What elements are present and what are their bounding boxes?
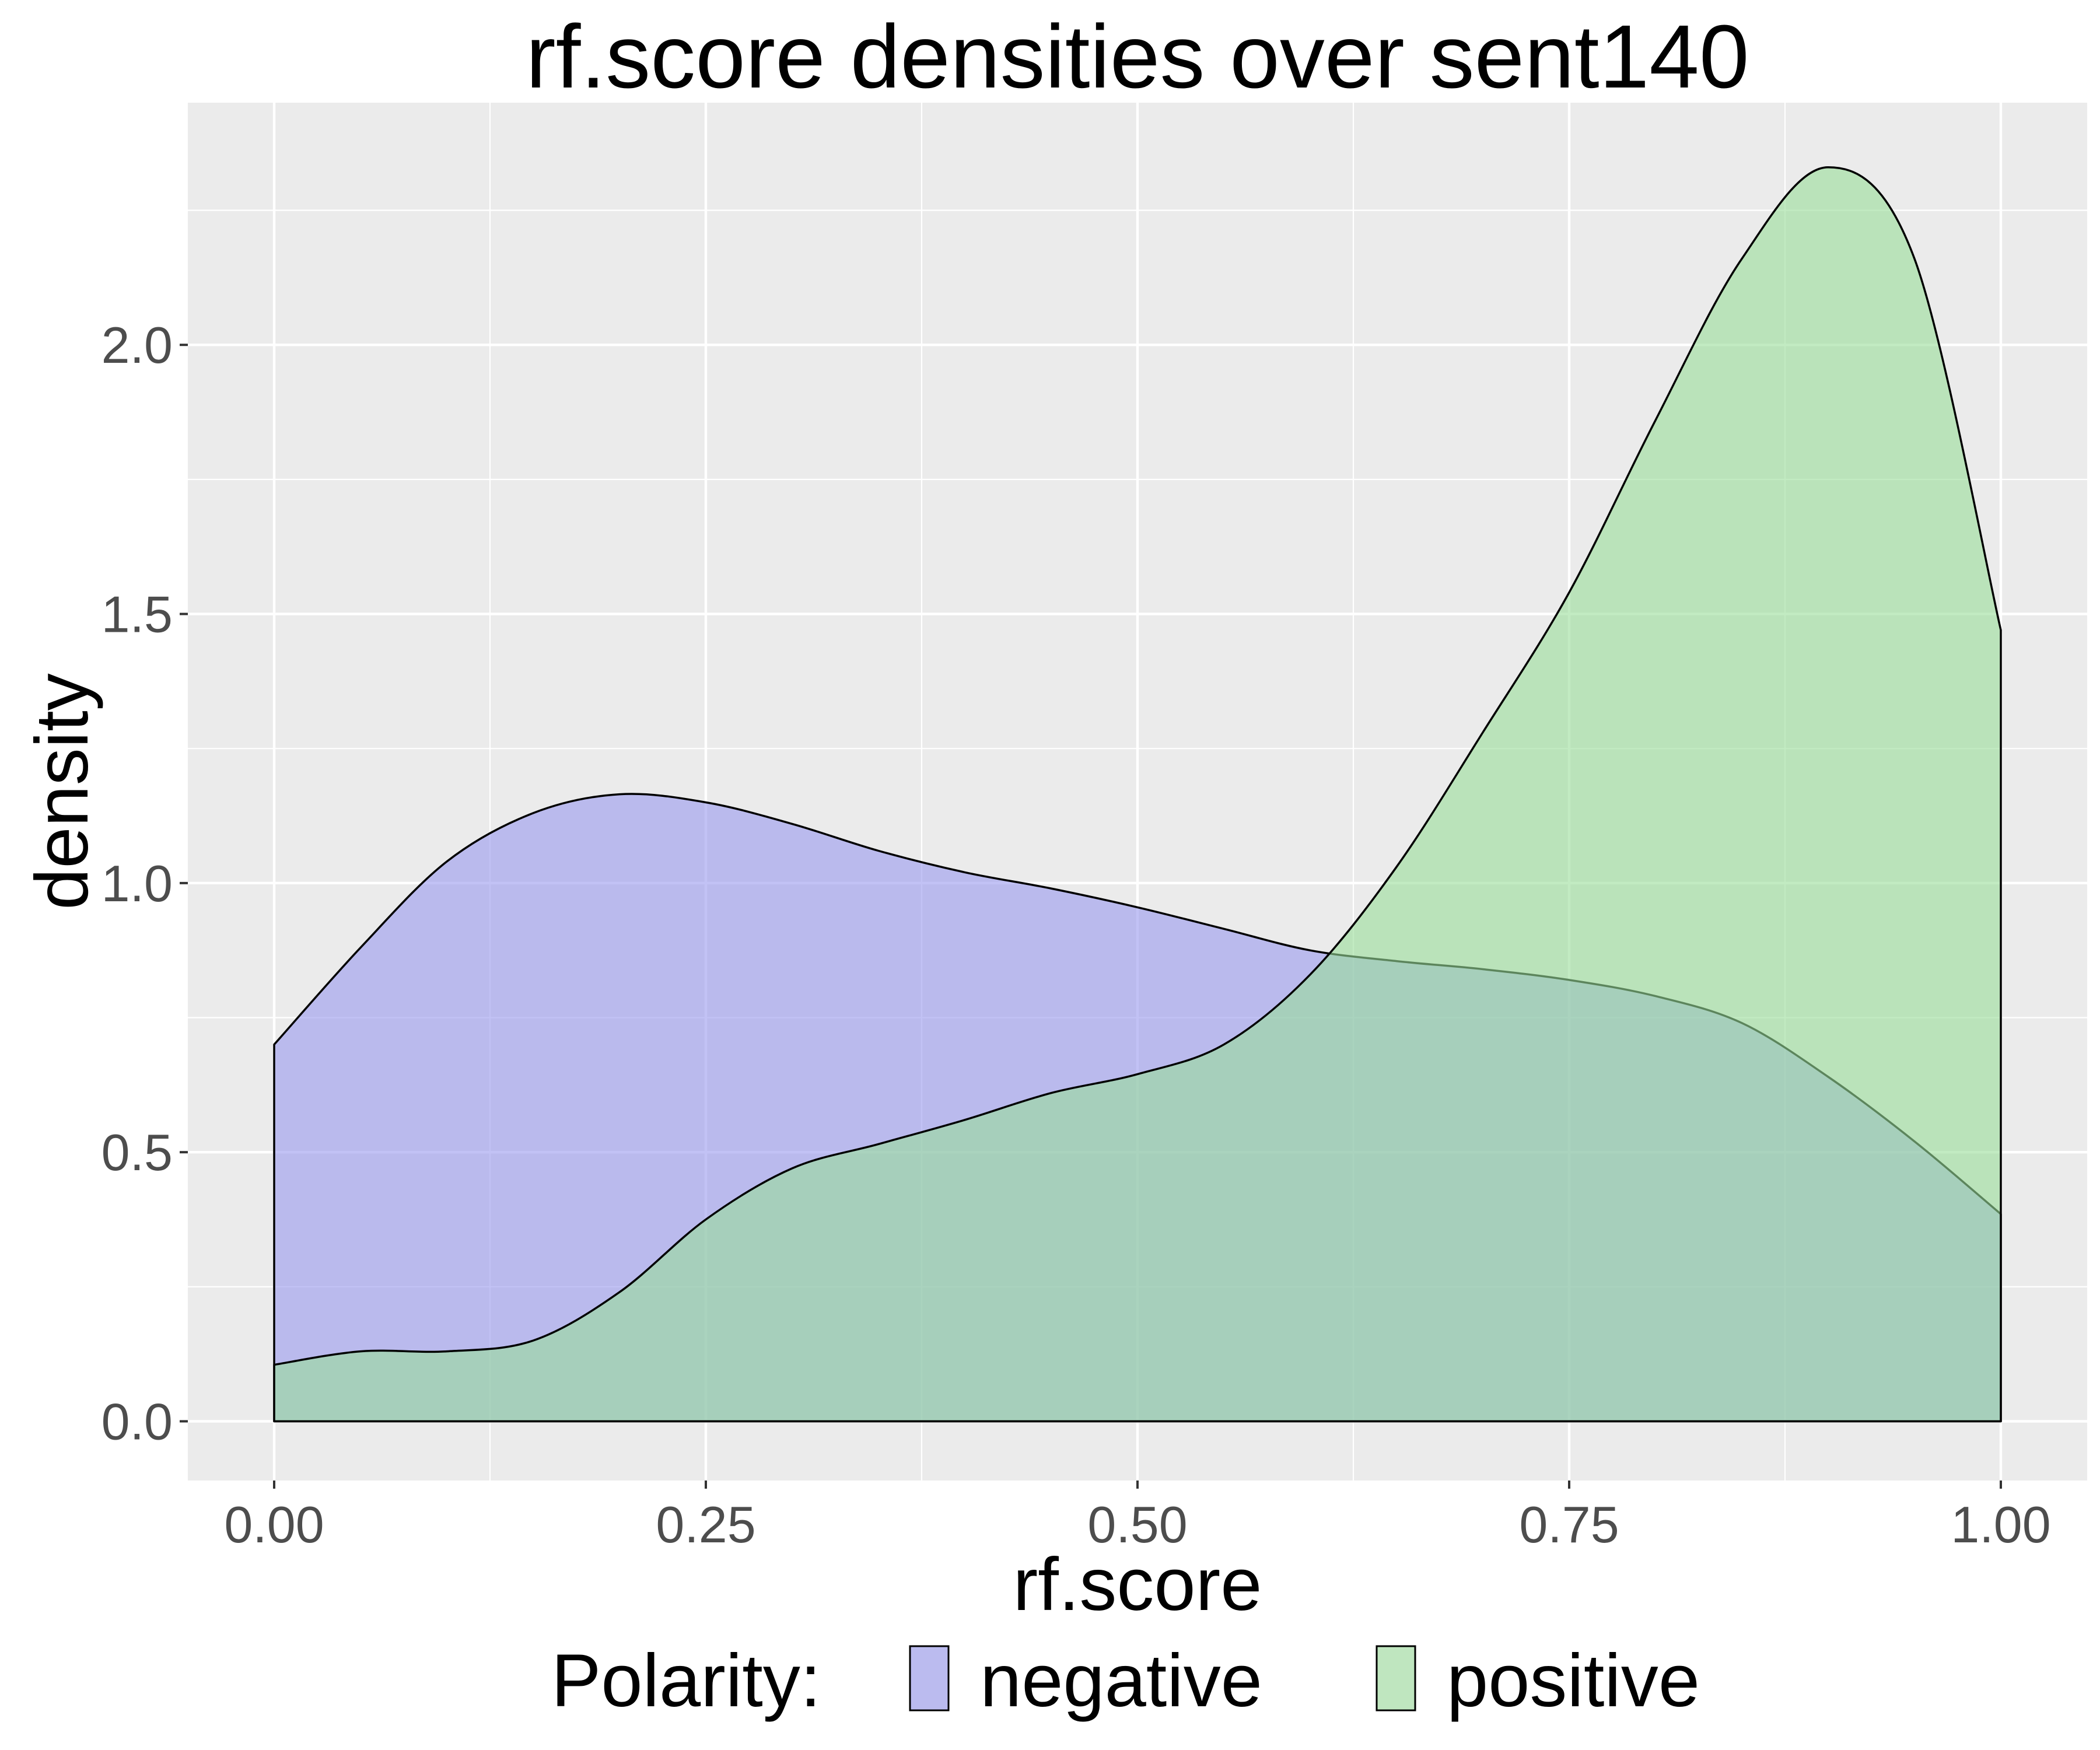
legend-title: Polarity: bbox=[551, 1639, 821, 1723]
x-tick-label: 0.25 bbox=[656, 1496, 755, 1553]
y-tick-label: 0.5 bbox=[102, 1124, 173, 1181]
legend-label-negative: negative bbox=[980, 1639, 1262, 1723]
x-tick-label: 0.50 bbox=[1087, 1496, 1187, 1553]
y-tick-label: 2.0 bbox=[102, 316, 173, 374]
x-tick-label: 0.75 bbox=[1519, 1496, 1619, 1553]
chart-title: rf.score densities over sent140 bbox=[526, 6, 1749, 107]
y-axis-title: density bbox=[20, 673, 104, 910]
x-axis-title: rf.score bbox=[1013, 1543, 1262, 1626]
density-area-positive bbox=[273, 166, 2002, 1423]
density-areas bbox=[273, 166, 2002, 1423]
y-axis-ticks: 0.0 0.5 1.0 1.5 2.0 bbox=[102, 316, 188, 1451]
x-tick-label: 0.00 bbox=[224, 1496, 324, 1553]
legend-label-positive: positive bbox=[1447, 1639, 1700, 1723]
x-tick-label: 1.00 bbox=[1951, 1496, 2050, 1553]
legend: Polarity: negative positive bbox=[551, 1639, 1700, 1723]
y-tick-label: 1.0 bbox=[102, 855, 173, 912]
legend-swatch-positive bbox=[1376, 1645, 1416, 1712]
y-tick-label: 0.0 bbox=[102, 1393, 173, 1451]
legend-swatch-negative bbox=[909, 1645, 950, 1712]
x-axis-ticks: 0.00 0.25 0.50 0.75 1.00 bbox=[224, 1480, 2051, 1553]
y-tick-label: 1.5 bbox=[102, 586, 173, 643]
